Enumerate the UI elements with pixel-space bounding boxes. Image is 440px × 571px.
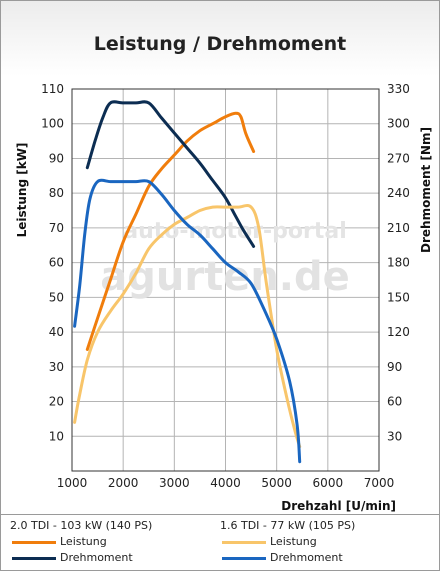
legend-item-drehmoment-2-0: Drehmoment [10,550,220,566]
y-tick-left: 50 [49,290,64,304]
x-tick: 7000 [364,476,395,490]
legend-swatch [222,557,266,560]
plot-border [71,88,380,472]
y-axis-label-right: Drehmoment [Nm] [419,127,433,253]
y-tick-right: 60 [387,395,402,409]
legend-swatch [222,541,266,544]
y-tick-left: 110 [41,82,64,96]
legend-item-drehmoment-1-6: Drehmoment [220,550,430,566]
x-axis-label: Drehzahl [U/min] [281,499,396,513]
legend-group-heading: 2.0 TDI - 103 kW (140 PS) [10,519,153,532]
y-tick-left: 40 [49,325,64,339]
tick-labels: 10 20 30 40 50 60 70 80 90 100 110 30 60 90 120 150 180 2… [41,82,410,490]
chart-title: Leistung / Drehmoment [94,33,346,55]
y-tick-right: 30 [387,429,402,443]
x-tick: 1000 [57,476,88,490]
x-tick: 6000 [313,476,344,490]
y-tick-right: 210 [387,221,410,235]
y-tick-right: 180 [387,256,410,270]
legend-label: Drehmoment [60,551,133,564]
legend-swatch [12,557,56,560]
series-layer [73,100,302,464]
legend-label: Drehmoment [270,551,343,564]
y-tick-right: 330 [387,82,410,96]
y-tick-right: 270 [387,151,410,165]
legend-group-2-0-tdi: 2.0 TDI - 103 kW (140 PS) Leistung Drehm… [10,518,220,566]
y-tick-right: 300 [387,117,410,131]
legend-divider [0,514,440,515]
watermark-text-top: auto-motor-portal [123,219,347,244]
line-chart: Leistung / Drehmoment auto-motor-portala… [15,33,433,513]
x-tick: 2000 [108,476,139,490]
legend-group-1-6-tdi: 1.6 TDI - 77 kW (105 PS) Leistung Drehmo… [220,518,430,566]
legend-label: Leistung [60,535,107,548]
y-tick-left: 60 [49,256,64,270]
x-tick: 3000 [159,476,190,490]
y-tick-right: 240 [387,186,410,200]
y-tick-left: 20 [49,395,64,409]
x-tick: 5000 [261,476,292,490]
series-line-drehmoment-3 [73,178,302,464]
legend-label: Leistung [270,535,317,548]
legend-group-heading: 1.6 TDI - 77 kW (105 PS) [220,519,356,532]
x-tick: 4000 [210,476,241,490]
y-axis-label-left: Leistung [kW] [15,143,29,238]
y-tick-right: 150 [387,290,410,304]
series-line-leistung-2 [73,204,302,449]
legend: 2.0 TDI - 103 kW (140 PS) Leistung Drehm… [0,514,440,571]
legend-item-leistung-2-0: Leistung [10,534,220,550]
legend-item-leistung-1-6: Leistung [220,534,430,550]
y-tick-left: 100 [41,117,64,131]
y-tick-left: 10 [49,429,64,443]
y-tick-left: 80 [49,186,64,200]
y-tick-right: 120 [387,325,410,339]
y-tick-left: 70 [49,221,64,235]
y-tick-left: 30 [49,360,64,374]
legend-swatch [12,541,56,544]
y-tick-left: 90 [49,151,64,165]
series-line-leistung-0 [85,111,256,351]
y-tick-right: 90 [387,360,402,374]
